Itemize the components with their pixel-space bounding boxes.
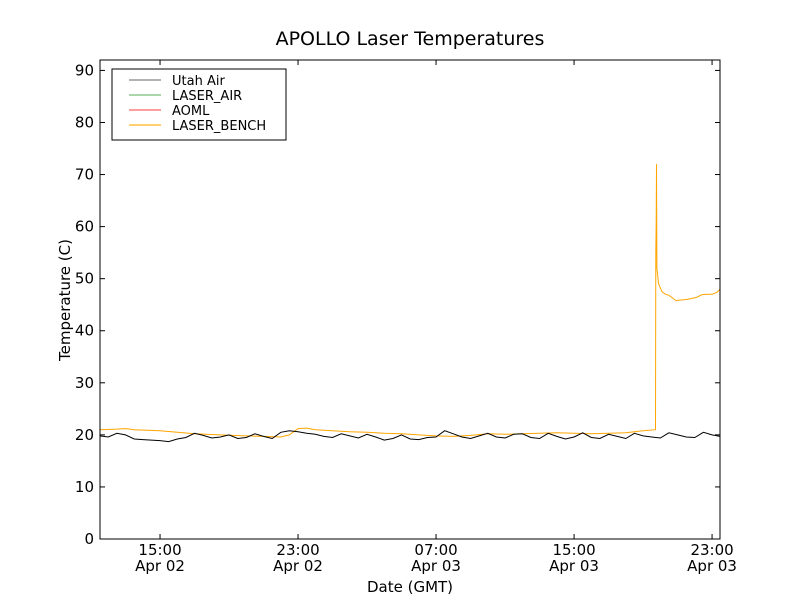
x-tick-time: 15:00: [552, 541, 595, 559]
legend-label: AOML: [172, 104, 210, 119]
y-tick-label: 70: [75, 166, 94, 184]
x-axis-label: Date (GMT): [367, 578, 453, 596]
x-tick-date: Apr 03: [411, 557, 461, 575]
x-tick-time: 07:00: [414, 541, 457, 559]
x-tick-time: 15:00: [138, 541, 181, 559]
y-tick-label: 60: [75, 218, 94, 236]
y-tick-label: 90: [75, 61, 94, 79]
series-line-utah-air: [99, 430, 721, 443]
y-tick-label: 20: [75, 426, 94, 444]
x-tick-time: 23:00: [276, 541, 319, 559]
legend-label: LASER_AIR: [172, 89, 242, 104]
legend-label: Utah Air: [172, 74, 225, 89]
x-tick-date: Apr 03: [687, 557, 737, 575]
legend-box: [111, 68, 287, 141]
y-tick-label: 50: [75, 270, 94, 288]
x-tick-time: 23:00: [690, 541, 733, 559]
y-tick-label: 0: [84, 530, 94, 548]
chart-title: APOLLO Laser Temperatures: [276, 28, 545, 50]
plot-frame: [99, 59, 721, 540]
legend-label: LASER_BENCH: [172, 119, 266, 134]
x-tick-date: Apr 03: [549, 557, 599, 575]
x-tick-date: Apr 02: [273, 557, 323, 575]
y-tick-label: 10: [75, 478, 94, 496]
x-tick-date: Apr 02: [135, 557, 185, 575]
y-axis-label: Temperature (C): [56, 239, 74, 362]
y-tick-label: 80: [75, 113, 94, 131]
plot-lines: [99, 164, 721, 443]
y-tick-label: 40: [75, 322, 94, 340]
y-tick-label: 30: [75, 374, 94, 392]
series-line-laser-bench: [99, 164, 721, 438]
